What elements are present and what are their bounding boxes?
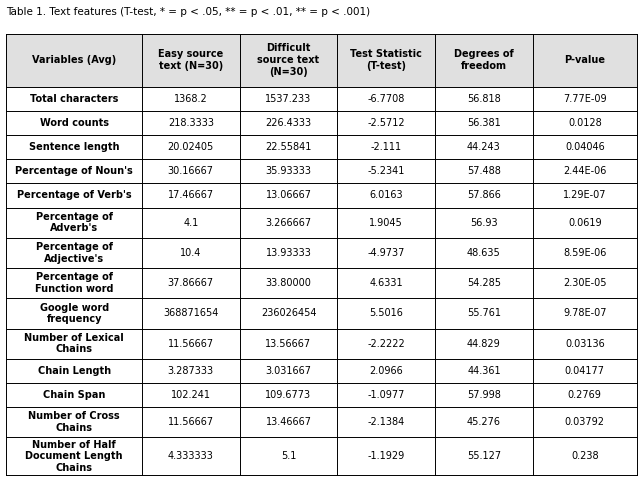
Text: 2.30E-05: 2.30E-05 [563, 278, 607, 288]
Text: 13.46667: 13.46667 [266, 417, 312, 427]
Text: 56.93: 56.93 [470, 217, 498, 228]
Text: 3.031667: 3.031667 [266, 366, 312, 376]
Text: 226.4333: 226.4333 [266, 118, 312, 128]
Text: 37.86667: 37.86667 [168, 278, 214, 288]
Text: 0.03792: 0.03792 [564, 417, 605, 427]
Text: -6.7708: -6.7708 [367, 94, 405, 104]
Text: 13.56667: 13.56667 [266, 338, 312, 348]
Text: 218.3333: 218.3333 [168, 118, 214, 128]
Text: 102.241: 102.241 [171, 390, 211, 400]
Text: Test Statistic
(T-test): Test Statistic (T-test) [350, 49, 422, 71]
Text: 33.80000: 33.80000 [266, 278, 312, 288]
Text: Word counts: Word counts [40, 118, 109, 128]
Text: 56.818: 56.818 [467, 94, 501, 104]
Text: 57.866: 57.866 [467, 191, 501, 201]
Bar [6, 34, 637, 86]
Text: Number of Lexical
Chains: Number of Lexical Chains [24, 333, 124, 354]
Text: 44.361: 44.361 [467, 366, 500, 376]
Text: 109.6773: 109.6773 [266, 390, 312, 400]
Text: P-value: P-value [564, 55, 605, 65]
Text: 9.78E-07: 9.78E-07 [563, 308, 607, 318]
Text: 48.635: 48.635 [467, 248, 501, 258]
Text: 57.998: 57.998 [467, 390, 501, 400]
Text: 30.16667: 30.16667 [168, 166, 214, 176]
Text: Percentage of
Adjective's: Percentage of Adjective's [36, 242, 113, 264]
Text: 0.238: 0.238 [571, 451, 598, 461]
Text: 4.333333: 4.333333 [168, 451, 214, 461]
Text: 0.0619: 0.0619 [568, 217, 602, 228]
Text: 3.287333: 3.287333 [168, 366, 214, 376]
Text: Number of Cross
Chains: Number of Cross Chains [28, 411, 120, 433]
Text: Table 1. Text features (T-test, * = p < .05, ** = p < .01, ** = p < .001): Table 1. Text features (T-test, * = p < … [6, 7, 371, 17]
Text: -2.5712: -2.5712 [367, 118, 405, 128]
Text: 1537.233: 1537.233 [266, 94, 312, 104]
Text: 57.488: 57.488 [467, 166, 501, 176]
Text: 56.381: 56.381 [467, 118, 501, 128]
Text: 54.285: 54.285 [467, 278, 501, 288]
Text: 2.44E-06: 2.44E-06 [563, 166, 607, 176]
Text: 10.4: 10.4 [180, 248, 202, 258]
Text: Percentage of Noun's: Percentage of Noun's [15, 166, 133, 176]
Text: 8.59E-06: 8.59E-06 [563, 248, 607, 258]
Text: 20.02405: 20.02405 [168, 142, 214, 152]
Text: 0.04046: 0.04046 [565, 142, 605, 152]
Text: 35.93333: 35.93333 [266, 166, 312, 176]
Text: 0.0128: 0.0128 [568, 118, 602, 128]
Text: 0.04177: 0.04177 [564, 366, 605, 376]
Text: 0.03136: 0.03136 [565, 338, 605, 348]
Text: Chain Length: Chain Length [38, 366, 111, 376]
Text: 45.276: 45.276 [467, 417, 501, 427]
Text: Percentage of
Adverb's: Percentage of Adverb's [36, 212, 113, 233]
Text: Degrees of
freedom: Degrees of freedom [454, 49, 514, 71]
Text: 55.761: 55.761 [467, 308, 501, 318]
Text: 11.56667: 11.56667 [168, 417, 214, 427]
Text: 1.29E-07: 1.29E-07 [563, 191, 607, 201]
Text: Percentage of
Function word: Percentage of Function word [35, 272, 113, 294]
Text: 3.266667: 3.266667 [266, 217, 312, 228]
Text: 55.127: 55.127 [467, 451, 501, 461]
Text: -5.2341: -5.2341 [367, 166, 405, 176]
Text: -1.0977: -1.0977 [367, 390, 405, 400]
Text: 17.46667: 17.46667 [168, 191, 214, 201]
Text: 11.56667: 11.56667 [168, 338, 214, 348]
Text: Sentence length: Sentence length [29, 142, 120, 152]
Text: 7.77E-09: 7.77E-09 [563, 94, 607, 104]
Text: 1.9045: 1.9045 [369, 217, 403, 228]
Text: 13.06667: 13.06667 [266, 191, 312, 201]
Text: 5.5016: 5.5016 [369, 308, 403, 318]
Text: Variables (Avg): Variables (Avg) [32, 55, 116, 65]
Text: 368871654: 368871654 [163, 308, 218, 318]
Text: Number of Half
Document Length
Chains: Number of Half Document Length Chains [26, 440, 123, 473]
Text: Chain Span: Chain Span [43, 390, 106, 400]
Text: 1368.2: 1368.2 [174, 94, 207, 104]
Text: Difficult
source text
(N=30): Difficult source text (N=30) [257, 44, 319, 77]
Text: -2.1384: -2.1384 [367, 417, 405, 427]
Text: Easy source
text (N=30): Easy source text (N=30) [158, 49, 223, 71]
Text: 0.2769: 0.2769 [568, 390, 602, 400]
Text: 5.1: 5.1 [281, 451, 296, 461]
Text: Percentage of Verb's: Percentage of Verb's [17, 191, 131, 201]
Text: 236026454: 236026454 [260, 308, 316, 318]
Text: 44.243: 44.243 [467, 142, 501, 152]
Text: 44.829: 44.829 [467, 338, 501, 348]
Text: Google word
frequency: Google word frequency [40, 302, 109, 324]
Text: 22.55841: 22.55841 [266, 142, 312, 152]
Text: 2.0966: 2.0966 [369, 366, 403, 376]
Text: -2.2222: -2.2222 [367, 338, 405, 348]
Text: 6.0163: 6.0163 [369, 191, 403, 201]
Text: 4.6331: 4.6331 [369, 278, 403, 288]
Text: -1.1929: -1.1929 [367, 451, 405, 461]
Text: 13.93333: 13.93333 [266, 248, 312, 258]
Text: -4.9737: -4.9737 [367, 248, 405, 258]
Text: 4.1: 4.1 [183, 217, 198, 228]
Text: -2.111: -2.111 [371, 142, 402, 152]
Text: Total characters: Total characters [30, 94, 118, 104]
